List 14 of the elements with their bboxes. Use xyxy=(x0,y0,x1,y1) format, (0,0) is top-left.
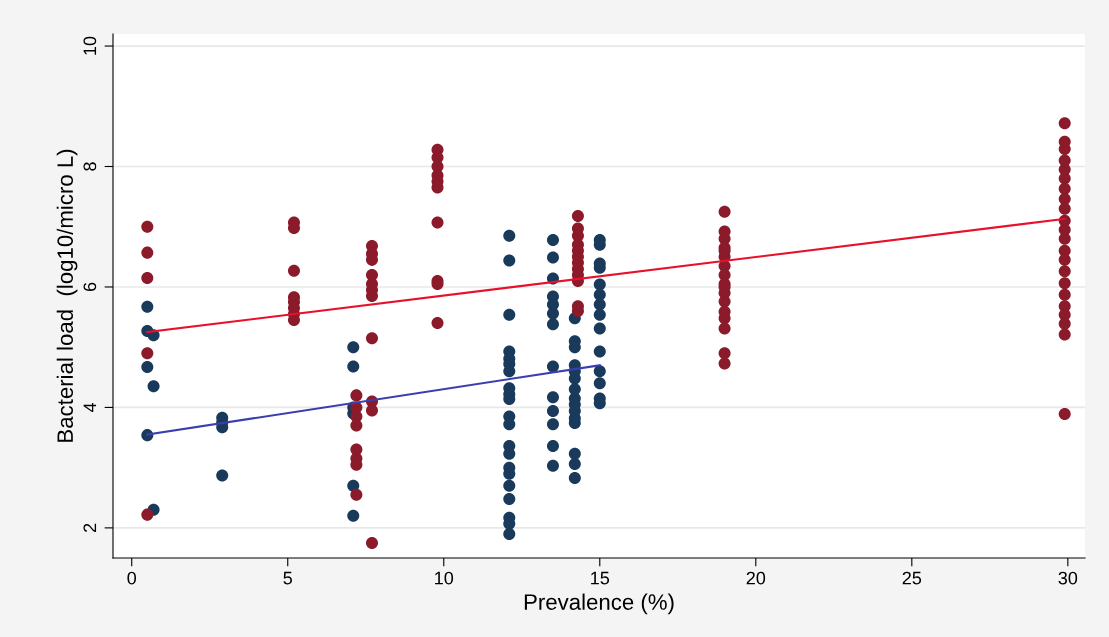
y-tick-label: 4 xyxy=(83,402,97,413)
x-tick-label: 20 xyxy=(746,571,766,585)
y-tick-label: 8 xyxy=(83,162,97,171)
y-axis-title: Bacterial load (log10/micro L) xyxy=(56,149,78,442)
y-tick-label: 2 xyxy=(83,523,97,532)
x-axis-title: Prevalence (%) xyxy=(524,593,674,615)
x-tick-label: 5 xyxy=(283,571,293,585)
x-tick-label: 0 xyxy=(127,571,137,585)
x-tick-label: 15 xyxy=(591,571,610,585)
x-tick-label: 10 xyxy=(435,571,454,585)
y-tick-label: 6 xyxy=(83,282,97,292)
x-tick-label: 25 xyxy=(902,571,922,585)
x-tick-label: 30 xyxy=(1058,571,1078,585)
y-tick-label: 10 xyxy=(83,36,97,55)
